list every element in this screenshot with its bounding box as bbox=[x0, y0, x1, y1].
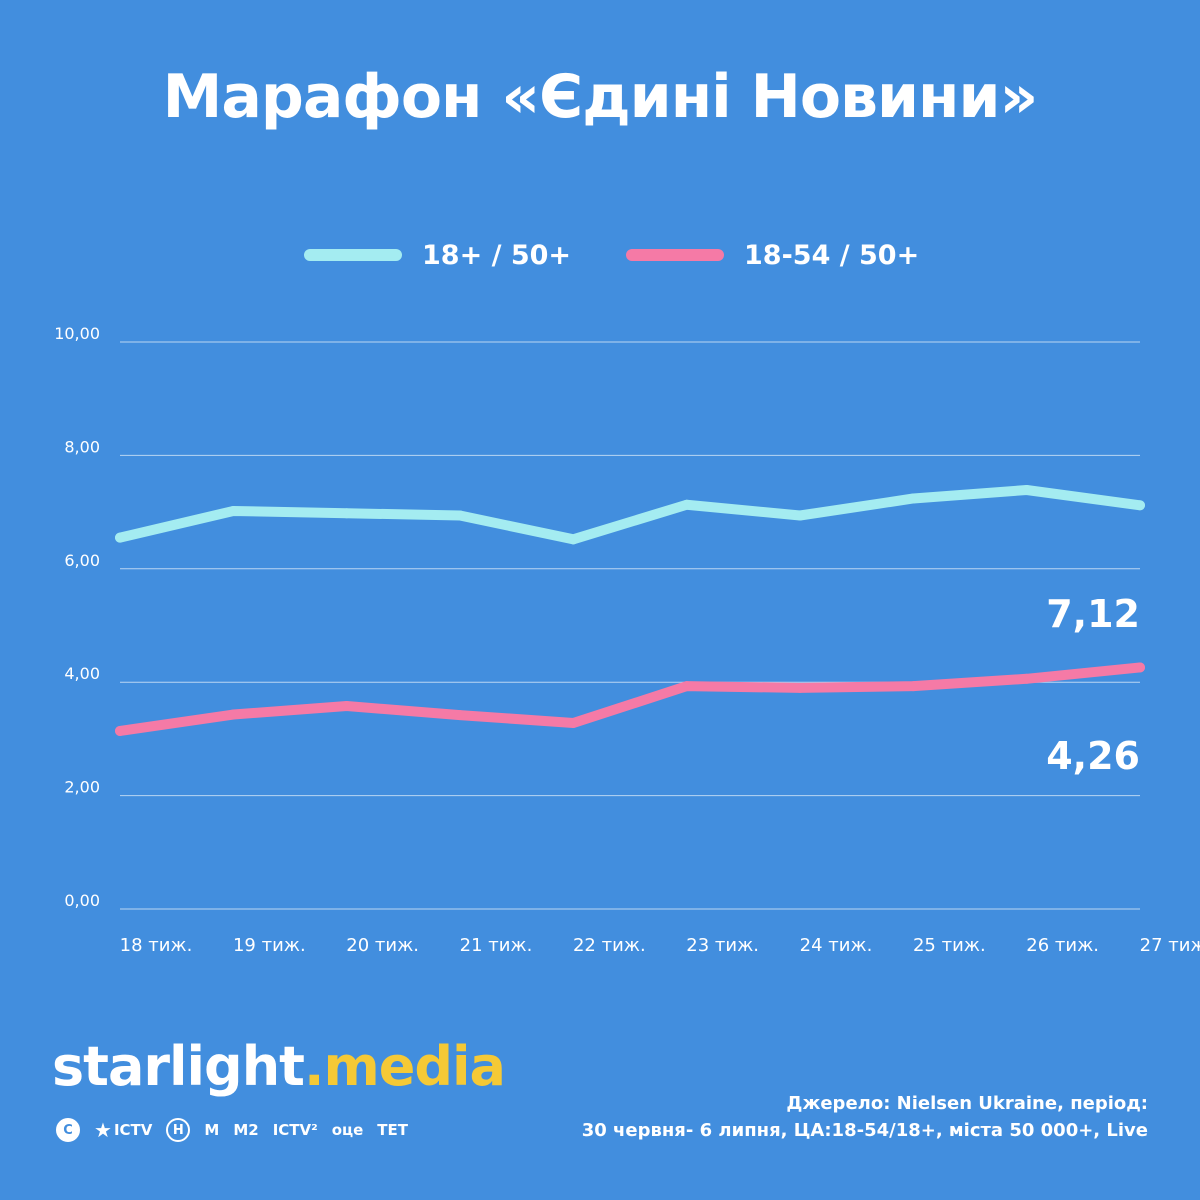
channel-logo-oce: оце bbox=[331, 1121, 364, 1139]
data-point bbox=[568, 718, 579, 729]
legend-swatch-series-2 bbox=[626, 249, 724, 261]
data-point bbox=[681, 681, 692, 692]
x-tick-label: 18 тиж. bbox=[120, 935, 193, 956]
data-point bbox=[228, 709, 239, 720]
brand-logo-dot: . bbox=[303, 1035, 324, 1098]
channel-logo-m2: М2 bbox=[233, 1121, 259, 1139]
data-point bbox=[908, 493, 919, 504]
legend: 18+ / 50+ 18-54 / 50+ bbox=[0, 232, 1200, 278]
brand-logo: starlight.media bbox=[52, 1035, 506, 1098]
source-note: Джерело: Nielsen Ukraine, період: 30 чер… bbox=[582, 1090, 1148, 1144]
channel-logos: С ★ ICTV Н М М2 ICTV² оце ТЕТ bbox=[56, 1116, 422, 1144]
channel-logo-ictv: ★ ICTV bbox=[94, 1118, 152, 1142]
data-label: 7,12 bbox=[1046, 592, 1140, 636]
data-point bbox=[115, 532, 125, 543]
series-line-1 bbox=[115, 484, 1145, 545]
data-point bbox=[1135, 662, 1145, 673]
star-icon: ★ bbox=[94, 1118, 112, 1142]
data-point bbox=[795, 510, 805, 521]
legend-item-series-2: 18-54 / 50+ bbox=[626, 232, 919, 278]
chart-title: Марафон «Єдині Новини» bbox=[162, 62, 1039, 132]
data-point bbox=[568, 534, 579, 545]
channel-logo-stb: С bbox=[56, 1118, 80, 1142]
data-point bbox=[908, 681, 919, 692]
brand-logo-part1: starlight bbox=[52, 1035, 305, 1098]
x-tick-label: 21 тиж. bbox=[460, 935, 533, 956]
y-tick-label: 2,00 bbox=[64, 778, 100, 797]
data-point bbox=[341, 701, 352, 712]
x-tick-label: 20 тиж. bbox=[346, 935, 419, 956]
source-line-1: Джерело: Nielsen Ukraine, період: bbox=[786, 1093, 1148, 1114]
channel-logo-ictv2: ICTV² bbox=[272, 1121, 318, 1139]
legend-label-series-1: 18+ / 50+ bbox=[422, 239, 572, 271]
channel-logo-ictv-text: ICTV bbox=[113, 1121, 153, 1139]
y-tick-label: 10,00 bbox=[54, 324, 100, 343]
legend-label-series-2: 18-54 / 50+ bbox=[744, 239, 920, 271]
x-tick-label: 27 тиж. bbox=[1140, 935, 1200, 956]
x-tick-label: 25 тиж. bbox=[913, 935, 986, 956]
data-point bbox=[341, 508, 352, 519]
channel-logo-m1: М bbox=[204, 1121, 220, 1139]
data-point bbox=[795, 682, 805, 693]
x-tick-label: 19 тиж. bbox=[233, 935, 306, 956]
legend-swatch-series-1 bbox=[304, 249, 402, 261]
data-point bbox=[455, 710, 465, 721]
y-tick-label: 0,00 bbox=[64, 891, 100, 910]
data-point bbox=[681, 499, 692, 510]
x-tick-label: 24 тиж. bbox=[800, 935, 873, 956]
brand-logo-part2: media bbox=[323, 1035, 505, 1098]
line-chart: 0,00 2,00 4,00 6,00 8,00 10,00 18 тиж. 19 тиж. 2… bbox=[54, 324, 1200, 956]
legend-item-series-1: 18+ / 50+ bbox=[304, 232, 571, 278]
series-line-2 bbox=[115, 662, 1145, 736]
x-tick-label: 23 тиж. bbox=[686, 935, 759, 956]
data-point bbox=[1021, 484, 1032, 495]
x-tick-label: 26 тиж. bbox=[1026, 935, 1099, 956]
x-tick-label: 22 тиж. bbox=[573, 935, 646, 956]
data-point bbox=[1021, 673, 1032, 684]
data-point bbox=[115, 725, 125, 736]
data-point bbox=[455, 510, 465, 521]
data-label: 4,26 bbox=[1046, 734, 1140, 778]
data-point bbox=[228, 505, 239, 516]
channel-logo-tvii: ТЕТ bbox=[377, 1121, 409, 1139]
source-line-2: 30 червня- 6 липня, ЦА:18-54/18+, міста … bbox=[581, 1120, 1148, 1141]
y-tick-label: 8,00 bbox=[64, 437, 100, 456]
data-point bbox=[1135, 500, 1145, 511]
channel-logo-novyi: Н bbox=[166, 1118, 191, 1142]
y-tick-label: 6,00 bbox=[64, 551, 100, 570]
y-tick-label: 4,00 bbox=[64, 664, 100, 683]
